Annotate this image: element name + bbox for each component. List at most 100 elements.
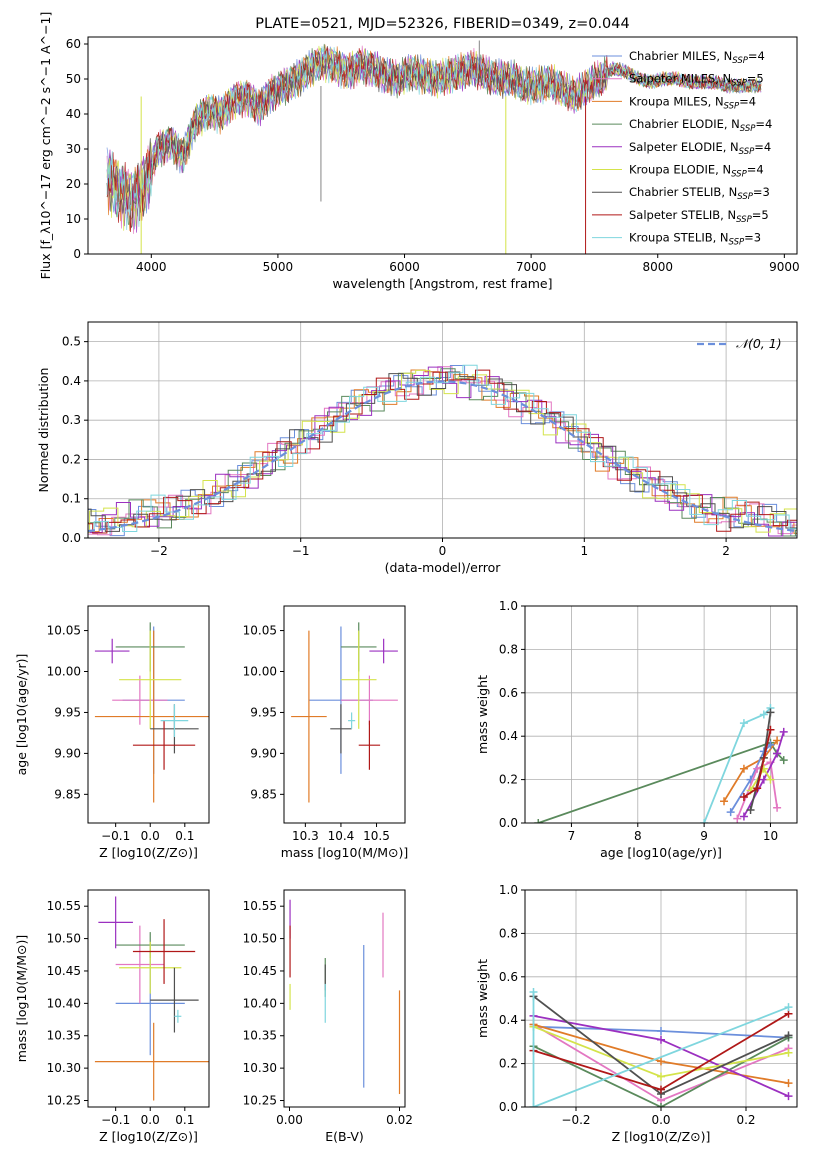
weight-marker	[733, 814, 742, 823]
x-tick-label: 4000	[136, 260, 167, 274]
x-axis-label: Z [log10(Z/Z⊙)]	[99, 845, 198, 860]
histogram-series	[88, 369, 797, 534]
y-tick-label: 10.00	[47, 665, 81, 679]
y-tick-label: 0.6	[499, 970, 518, 984]
weight-marker	[779, 727, 788, 736]
y-tick-label: 10.55	[47, 899, 81, 913]
x-tick-label: 0.2	[736, 1113, 755, 1127]
histogram-series	[88, 366, 797, 537]
y-tick-label: 10.05	[47, 624, 81, 638]
weight-marker	[766, 725, 775, 734]
y-tick-label: 9.90	[250, 746, 277, 760]
x-tick-label: 0	[439, 544, 447, 558]
residuals-panel: −2 −1 0 1 2 0.0 0.1 0.2 0.3 0.4 0.5 (data-model)/er…	[36, 321, 798, 575]
mass-vs-Z-panel: −0.1 0.0 0.1 10.25 10.30 10.35 10.40 10.45 10.50…	[14, 889, 210, 1144]
spectrum-panel: 4000 5000 6000 7000 8000 9000 0 10 20 30 40 50 60 wav…	[38, 12, 800, 291]
y-tick-label: 0.3	[62, 413, 81, 427]
spectrum-series	[106, 45, 762, 228]
y-tick-label: 0.4	[499, 1013, 518, 1027]
massweight-vs-age-panel: 7 8 9 10 0.0 0.2 0.4 0.6 0.8 1.0 age [log10(age/yr…	[475, 599, 798, 860]
y-tick-label: 50	[66, 72, 81, 86]
weight-marker	[529, 1103, 538, 1107]
histogram-series	[88, 364, 797, 532]
weight-marker	[784, 1031, 793, 1040]
y-tick-label: 10.35	[243, 1029, 277, 1043]
y-tick-label: 10.35	[47, 1029, 81, 1043]
weight-marker	[657, 1072, 665, 1081]
y-tick-label: 10.30	[243, 1061, 277, 1075]
y-tick-label: 0.4	[62, 374, 81, 388]
weight-series	[538, 741, 785, 823]
x-axis-label: Z [log10(Z/Z⊙)]	[612, 1129, 711, 1144]
mass-vs-ebv-panel: 0.00 0.02 10.25 10.30 10.35 10.40 10.45 10.50 10…	[243, 889, 413, 1144]
x-tick-label: −0.1	[101, 1113, 130, 1127]
y-tick-label: 10.30	[47, 1061, 81, 1075]
legend-entry: 𝒩(0, 1)	[736, 336, 782, 351]
y-tick-label: 0.8	[499, 926, 518, 940]
histogram-series	[88, 369, 797, 534]
x-axis-label: age [log10(age/yr)]	[600, 845, 722, 860]
axes-frame	[283, 889, 406, 1108]
y-tick-label: 1.0	[499, 599, 518, 613]
weight-marker	[657, 1027, 665, 1036]
weight-marker	[726, 808, 735, 817]
y-axis-label: age [log10(age/yr)]	[14, 654, 29, 776]
x-tick-label: 1	[580, 544, 588, 558]
y-tick-label: 10	[66, 212, 81, 226]
y-tick-label: 0.1	[62, 492, 81, 506]
x-tick-label: 0.00	[276, 1113, 303, 1127]
legend: Chabrier MILES, NSSP=4 Salpeter MILES, NS…	[592, 49, 772, 248]
legend-entry: Kroupa MILES, NSSP=4	[629, 94, 756, 111]
errorbars	[291, 622, 398, 803]
normal-curve	[88, 380, 797, 533]
age-vs-Z-panel: −0.1 0.0 0.1 9.85 9.90 9.95 10.00 10.05 Z [log10…	[14, 605, 210, 860]
axes-frame	[524, 605, 798, 824]
x-axis-label: wavelength [Angstrom, rest frame]	[332, 276, 552, 291]
axes-frame	[87, 889, 210, 1108]
legend-entry: Chabrier MILES, NSSP=4	[629, 49, 765, 66]
histogram-series	[88, 371, 797, 532]
y-tick-label: 0.2	[499, 773, 518, 787]
y-tick-label: 0.0	[62, 531, 81, 545]
legend-entry: Salpeter ELODIE, NSSP=4	[629, 140, 771, 157]
y-tick-label: 0.2	[499, 1057, 518, 1071]
x-tick-label: −0.2	[561, 1113, 590, 1127]
histogram-series	[88, 368, 797, 537]
legend-entry: Kroupa ELODIE, NSSP=4	[629, 163, 764, 180]
y-tick-label: 10.40	[243, 996, 277, 1010]
weight-marker	[784, 1092, 793, 1101]
histograms	[88, 364, 797, 537]
y-tick-label: 9.95	[250, 705, 277, 719]
y-tick-label: 0	[73, 247, 81, 261]
x-axis-label: (data-model)/error	[385, 560, 502, 575]
y-tick-label: 0.0	[499, 816, 518, 830]
x-tick-label: 9	[700, 829, 708, 843]
y-axis-label: Normed distribution	[36, 368, 51, 493]
y-tick-label: 10.00	[243, 665, 277, 679]
y-tick-label: 10.25	[243, 1094, 277, 1108]
x-tick-label: 6000	[389, 260, 420, 274]
axes-frame	[87, 605, 210, 824]
y-tick-label: 10.50	[47, 932, 81, 946]
weight-series	[532, 992, 789, 1107]
errorbars	[289, 899, 401, 1095]
y-tick-label: 40	[66, 107, 81, 121]
axes-frame	[283, 605, 406, 824]
y-tick-label: 9.85	[250, 787, 277, 801]
y-axis-label: mass weight	[475, 959, 490, 1038]
x-tick-label: 10	[763, 829, 778, 843]
y-tick-label: 9.95	[54, 705, 81, 719]
y-tick-label: 9.85	[54, 787, 81, 801]
weight-marker	[739, 812, 748, 821]
histogram-series	[88, 369, 797, 533]
x-tick-label: 8	[634, 829, 642, 843]
x-tick-label: 0.0	[651, 1113, 670, 1127]
y-tick-label: 20	[66, 177, 81, 191]
y-tick-label: 10.45	[47, 964, 81, 978]
weight-marker	[766, 708, 775, 717]
x-tick-label: 0.1	[175, 829, 194, 843]
y-tick-label: 0.8	[499, 642, 518, 656]
y-tick-label: 1.0	[499, 883, 518, 897]
x-tick-label: 5000	[263, 260, 294, 274]
weight-marker	[657, 1057, 665, 1066]
